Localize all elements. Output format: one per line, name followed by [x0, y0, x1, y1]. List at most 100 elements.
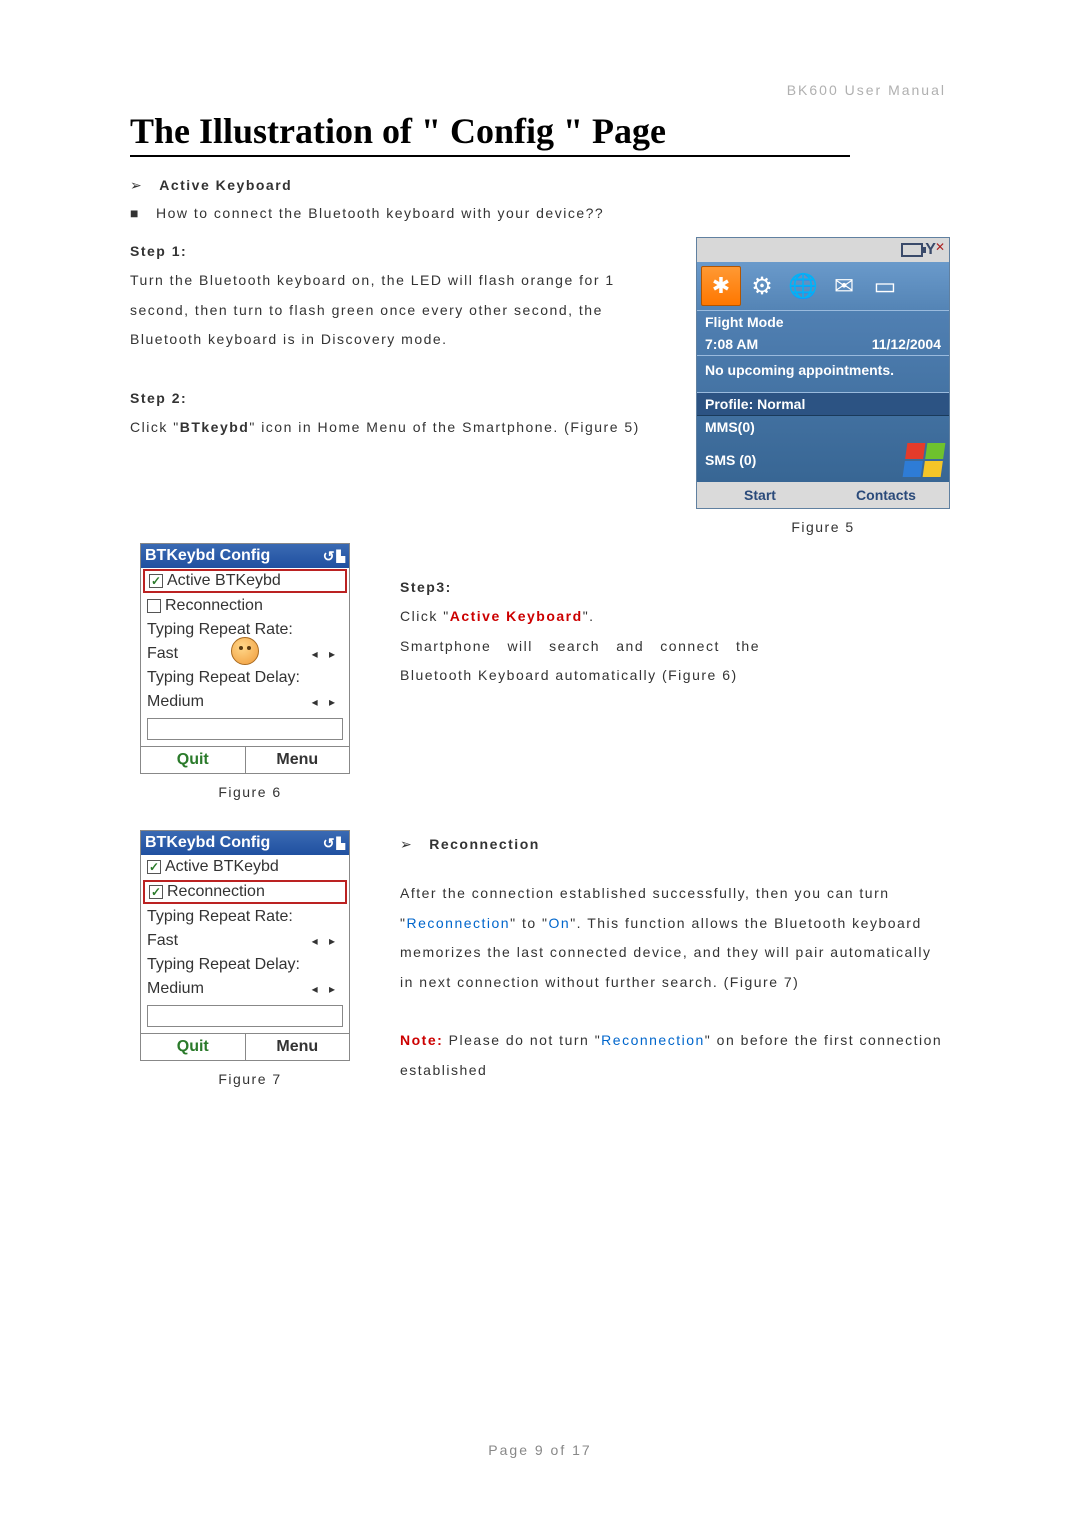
fig5-profile: Profile: Normal	[697, 392, 949, 416]
checkbox-on-icon[interactable]	[147, 860, 161, 874]
btk-reconnection-item[interactable]: Reconnection	[141, 594, 349, 618]
note-link: Reconnection	[601, 1032, 705, 1048]
checkbox-off-icon[interactable]	[147, 599, 161, 613]
step2-b: " icon in Home Menu of the Smartphone. (…	[249, 419, 640, 435]
step3-column: Step3: Click "Active Keyboard". Smartpho…	[400, 543, 950, 691]
btk-active-label: Active BTKeybd	[165, 858, 279, 876]
btk-titlebar: BTKeybd Config ↺ ▙	[141, 544, 349, 568]
s3-link: Active Keyboard	[450, 608, 583, 624]
note-a: Please do not turn "	[443, 1032, 601, 1048]
globe-icon[interactable]: 🌐	[783, 266, 823, 306]
btk-reconn-label: Reconnection	[167, 883, 265, 901]
steps-column: Step 1: Turn the Bluetooth keyboard on, …	[130, 237, 666, 535]
btk-medium: Medium	[147, 980, 204, 998]
step1-label: Step 1:	[130, 237, 666, 266]
intro-section: ➢ Active Keyboard ■ How to connect the B…	[130, 171, 950, 227]
btk-title-text: BTKeybd Config	[145, 547, 270, 565]
btk-title-icons: ↺ ▙	[323, 548, 345, 565]
fig5-contacts-button[interactable]: Contacts	[823, 482, 949, 508]
figure7-caption: Figure 7	[140, 1071, 360, 1087]
fig5-appts: No upcoming appointments.	[697, 355, 949, 392]
btk-textbox[interactable]	[147, 718, 343, 740]
step2-label: Step 2:	[130, 384, 666, 413]
header-doc-title: BK600 User Manual	[787, 82, 946, 98]
btk-delay-value[interactable]: Medium ◂ ▸	[141, 977, 349, 1001]
btk-quit-button[interactable]: Quit	[141, 747, 246, 773]
btk-rate-label: Typing Repeat Rate:	[141, 905, 349, 929]
reconn-para1: After the connection established success…	[400, 879, 950, 997]
windows-logo-icon	[905, 438, 949, 482]
face-busy-icon	[231, 637, 259, 665]
fig5-time-row: 7:08 AM 11/12/2004	[697, 333, 949, 355]
fig5-statusbar: Y✕	[697, 238, 949, 262]
figure7-btkeybd: BTKeybd Config ↺ ▙ Active BTKeybd Reconn…	[140, 830, 350, 1061]
fig5-flightmode-row: Flight Mode	[697, 310, 949, 333]
btk-title-icons: ↺ ▙	[323, 835, 345, 852]
s3a: Click "	[400, 608, 450, 624]
fig5-iconrow: ✱ ⚙ 🌐 ✉ ▭	[697, 262, 949, 310]
btk-menu-button[interactable]: Menu	[246, 1034, 350, 1060]
step3-label: Step3:	[400, 573, 950, 602]
btk-quit-button[interactable]: Quit	[141, 1034, 246, 1060]
btk-menu-button[interactable]: Menu	[246, 747, 350, 773]
btk-active-label: Active BTKeybd	[167, 572, 281, 590]
btk-delay-value[interactable]: Medium ◂ ▸	[141, 690, 349, 714]
heading-reconnection: Reconnection	[429, 830, 540, 859]
r1-link1: Reconnection	[406, 915, 510, 931]
step3-line2: Smartphone will search and connect the B…	[400, 632, 760, 691]
gear-icon[interactable]: ⚙	[742, 266, 782, 306]
figure6-caption: Figure 6	[140, 784, 360, 800]
btk-active-item[interactable]: Active BTKeybd	[143, 569, 347, 593]
btk-medium: Medium	[147, 693, 204, 711]
heading-active-keyboard: Active Keyboard	[159, 171, 292, 199]
figure5-caption: Figure 5	[696, 519, 950, 535]
figure6-column: BTKeybd Config ↺ ▙ Active BTKeybd Reconn…	[140, 543, 360, 800]
fig5-sms: SMS (0)	[697, 449, 905, 471]
figure5-smartphone: Y✕ ✱ ⚙ 🌐 ✉ ▭ Flight Mode 7:08 AM 11/12/2…	[696, 237, 950, 509]
fig5-date: 11/12/2004	[872, 336, 941, 352]
btk-rate-value[interactable]: Fast ◂ ▸	[141, 929, 349, 953]
checkbox-on-icon[interactable]	[149, 885, 163, 899]
page-title: The Illustration of " Config " Page	[130, 110, 850, 157]
btk-textbox[interactable]	[147, 1005, 343, 1027]
btk-delay-label: Typing Repeat Delay:	[141, 666, 349, 690]
note-icon[interactable]: ▭	[865, 266, 905, 306]
page-footer: Page 9 of 17	[0, 1442, 1080, 1458]
arrows-icon[interactable]: ◂ ▸	[312, 695, 339, 709]
arrows-icon[interactable]: ◂ ▸	[312, 982, 339, 996]
note-label: Note:	[400, 1032, 443, 1048]
reconn-note: Note: Please do not turn "Reconnection" …	[400, 1026, 950, 1085]
btk-softkeys: Quit Menu	[141, 746, 349, 773]
btk-reconnection-item[interactable]: Reconnection	[143, 880, 347, 904]
fig5-time: 7:08 AM	[705, 336, 758, 352]
step2-text: Click "BTkeybd" icon in Home Menu of the…	[130, 413, 666, 442]
howto-text: How to connect the Bluetooth keyboard wi…	[156, 199, 604, 227]
fig5-flight: Flight Mode	[705, 314, 784, 330]
btk-fast: Fast	[147, 932, 178, 950]
arrow-bullet-icon: ➢	[400, 830, 413, 859]
arrows-icon[interactable]: ◂ ▸	[312, 647, 339, 661]
bt-icon[interactable]: ✱	[701, 266, 741, 306]
fig5-start-button[interactable]: Start	[697, 482, 823, 508]
arrows-icon[interactable]: ◂ ▸	[312, 934, 339, 948]
btk-rate-value[interactable]: Fast ◂ ▸	[141, 642, 349, 666]
figure6-btkeybd: BTKeybd Config ↺ ▙ Active BTKeybd Reconn…	[140, 543, 350, 774]
figure5-column: Y✕ ✱ ⚙ 🌐 ✉ ▭ Flight Mode 7:08 AM 11/12/2…	[696, 237, 950, 535]
step1-text: Turn the Bluetooth keyboard on, the LED …	[130, 266, 666, 354]
btk-titlebar: BTKeybd Config ↺ ▙	[141, 831, 349, 855]
checkbox-on-icon[interactable]	[149, 574, 163, 588]
fig5-softkeys: Start Contacts	[697, 482, 949, 508]
s3b: ".	[583, 608, 595, 624]
btk-fast: Fast	[147, 645, 178, 663]
step2-btk: BTkeybd	[180, 419, 250, 435]
mail-icon[interactable]: ✉	[824, 266, 864, 306]
step2-a: Click "	[130, 419, 180, 435]
square-bullet-icon: ■	[130, 199, 140, 227]
arrow-bullet-icon: ➢	[130, 171, 143, 199]
btk-delay-label: Typing Repeat Delay:	[141, 953, 349, 977]
btk-softkeys: Quit Menu	[141, 1033, 349, 1060]
reconnection-column: ➢ Reconnection After the connection esta…	[400, 830, 950, 1085]
btk-active-item[interactable]: Active BTKeybd	[141, 855, 349, 879]
btk-reconn-label: Reconnection	[165, 597, 263, 615]
step3-line1: Click "Active Keyboard".	[400, 602, 950, 631]
